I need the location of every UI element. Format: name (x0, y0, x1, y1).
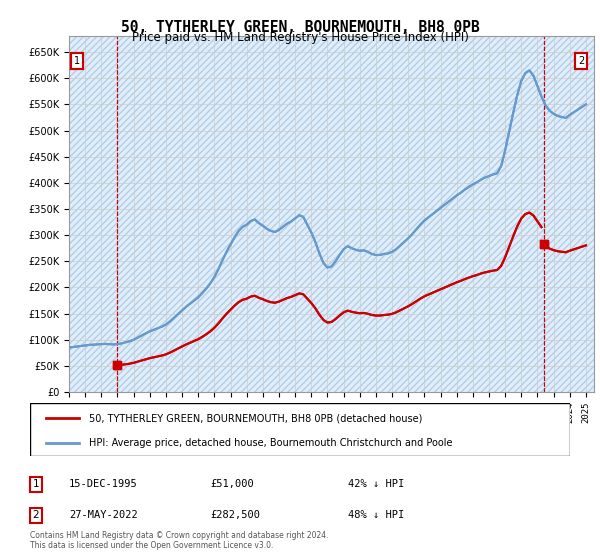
Text: 42% ↓ HPI: 42% ↓ HPI (348, 479, 404, 489)
FancyBboxPatch shape (30, 403, 570, 456)
Text: 50, TYTHERLEY GREEN, BOURNEMOUTH, BH8 0PB: 50, TYTHERLEY GREEN, BOURNEMOUTH, BH8 0P… (121, 20, 479, 35)
Text: HPI: Average price, detached house, Bournemouth Christchurch and Poole: HPI: Average price, detached house, Bour… (89, 438, 453, 448)
Text: 2: 2 (578, 57, 584, 66)
Text: Contains HM Land Registry data © Crown copyright and database right 2024.
This d: Contains HM Land Registry data © Crown c… (30, 530, 329, 550)
Text: 1: 1 (74, 57, 80, 66)
Text: 1: 1 (32, 479, 40, 489)
Text: Price paid vs. HM Land Registry's House Price Index (HPI): Price paid vs. HM Land Registry's House … (131, 31, 469, 44)
Text: 1: 1 (74, 57, 80, 66)
Text: 27-MAY-2022: 27-MAY-2022 (69, 510, 138, 520)
Text: £282,500: £282,500 (210, 510, 260, 520)
Text: £51,000: £51,000 (210, 479, 254, 489)
Text: 2: 2 (32, 510, 40, 520)
Text: 15-DEC-1995: 15-DEC-1995 (69, 479, 138, 489)
Text: 2: 2 (578, 57, 584, 66)
Text: 48% ↓ HPI: 48% ↓ HPI (348, 510, 404, 520)
Text: 50, TYTHERLEY GREEN, BOURNEMOUTH, BH8 0PB (detached house): 50, TYTHERLEY GREEN, BOURNEMOUTH, BH8 0P… (89, 413, 423, 423)
